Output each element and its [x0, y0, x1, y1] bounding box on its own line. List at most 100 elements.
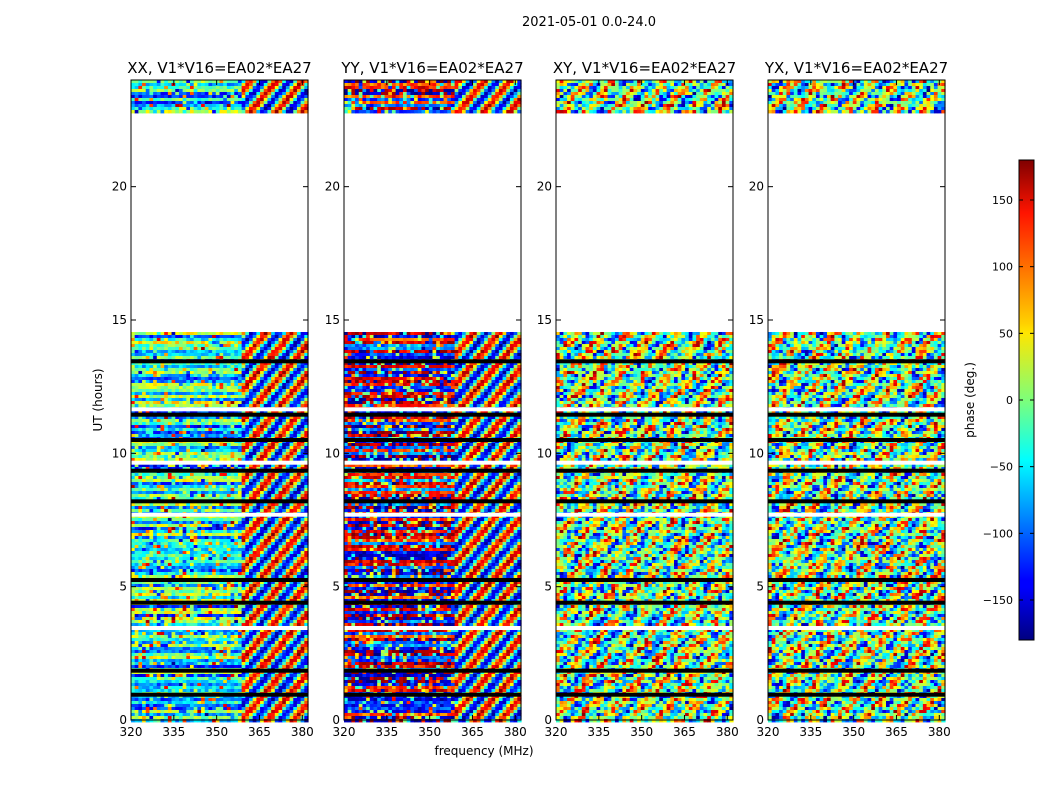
heatmap-cell [201, 464, 206, 468]
heatmap-cell [164, 347, 169, 351]
heatmap-cell [175, 338, 180, 342]
heatmap-cell [182, 587, 187, 591]
heatmap-cell [278, 446, 283, 450]
heatmap-cell [293, 452, 298, 456]
heatmap-cell [271, 428, 276, 432]
heatmap-cell [249, 374, 254, 378]
heatmap-cell [190, 509, 195, 513]
heatmap-cell [304, 479, 309, 483]
heatmap-cell [226, 560, 232, 564]
heatmap-cell [219, 479, 224, 483]
heatmap-cell [208, 98, 213, 102]
heatmap-cell [186, 377, 191, 381]
heatmap-cell [226, 341, 232, 345]
heatmap-cell [267, 548, 272, 552]
heatmap-cell [164, 107, 169, 111]
heatmap-cell [285, 80, 291, 84]
heatmap-cell [263, 560, 269, 564]
heatmap-cell [145, 476, 151, 480]
heatmap-cell [230, 383, 235, 387]
heatmap-cell [215, 401, 221, 405]
heatmap-cell [226, 491, 232, 495]
heatmap-cell [293, 563, 298, 567]
heatmap-cell [186, 482, 191, 486]
heatmap-cell [300, 356, 305, 360]
heatmap-cell [252, 332, 257, 336]
heatmap-cell [252, 554, 257, 558]
heatmap-cell [234, 494, 239, 498]
heatmap-cell [212, 587, 217, 591]
heatmap-cell [267, 542, 272, 546]
heatmap-cell [267, 584, 272, 588]
heatmap-cell [190, 605, 195, 609]
heatmap-cell [260, 431, 265, 435]
heatmap-cell [226, 443, 232, 447]
heatmap-cell [271, 506, 276, 510]
heatmap-cell [186, 563, 191, 567]
heatmap-cell [219, 347, 224, 351]
heatmap-cell [134, 353, 139, 357]
heatmap-cell [131, 389, 136, 393]
heatmap-cell [190, 431, 195, 435]
heatmap-cell [182, 377, 187, 381]
heatmap-cell [145, 86, 151, 90]
heatmap-cell [208, 443, 213, 447]
heatmap-cell [156, 356, 162, 360]
heatmap-cell [274, 539, 280, 543]
heatmap-cell [245, 566, 250, 570]
heatmap-cell [186, 80, 191, 84]
heatmap-cell [204, 98, 210, 102]
heatmap-cell [304, 566, 309, 570]
heatmap-cell [208, 482, 213, 486]
heatmap-cell [300, 410, 305, 414]
heatmap-cell [234, 344, 239, 348]
heatmap-cell [289, 476, 294, 480]
heatmap-cell [164, 92, 169, 96]
heatmap-cell [175, 539, 180, 543]
heatmap-cell [285, 368, 291, 372]
heatmap-cell [230, 92, 235, 96]
heatmap-cell [156, 350, 162, 354]
heatmap-cell [249, 104, 254, 108]
heatmap-cell [212, 86, 217, 90]
heatmap-cell [304, 587, 309, 591]
heatmap-cell [252, 584, 257, 588]
heatmap-cell [201, 392, 206, 396]
heatmap-cell [219, 110, 224, 114]
heatmap-cell [167, 401, 173, 405]
heatmap-cell [296, 482, 302, 486]
heatmap-cell [156, 80, 162, 84]
heatmap-cell [204, 497, 210, 501]
heatmap-cell [282, 401, 287, 405]
heatmap-cell [208, 422, 213, 426]
heatmap-cell [186, 503, 191, 507]
heatmap-cell [164, 443, 169, 447]
heatmap-cell [215, 557, 221, 561]
heatmap-cell [160, 497, 165, 501]
heatmap-cell [260, 455, 265, 459]
heatmap-cell [171, 92, 176, 96]
heatmap-cell [212, 488, 217, 492]
heatmap-cell [293, 104, 298, 108]
heatmap-cell [267, 593, 272, 597]
heatmap-cell [138, 350, 143, 354]
heatmap-cell [171, 596, 176, 600]
heatmap-cell [138, 404, 143, 408]
heatmap-cell [190, 476, 195, 480]
heatmap-cell [252, 389, 257, 393]
heatmap-cell [178, 539, 184, 543]
heatmap-cell [260, 536, 265, 540]
heatmap-cell [149, 530, 154, 534]
heatmap-cell [175, 332, 180, 336]
heatmap-cell [282, 362, 287, 366]
heatmap-cell [134, 494, 139, 498]
heatmap-cell [149, 533, 154, 537]
heatmap-cell [289, 410, 294, 414]
heatmap-cell [178, 110, 184, 114]
heatmap-cell [278, 449, 283, 453]
heatmap-cell [223, 341, 228, 345]
heatmap-cell [197, 335, 202, 339]
heatmap-cell [149, 479, 154, 483]
heatmap-cell [296, 539, 302, 543]
heatmap-cell [160, 566, 165, 570]
